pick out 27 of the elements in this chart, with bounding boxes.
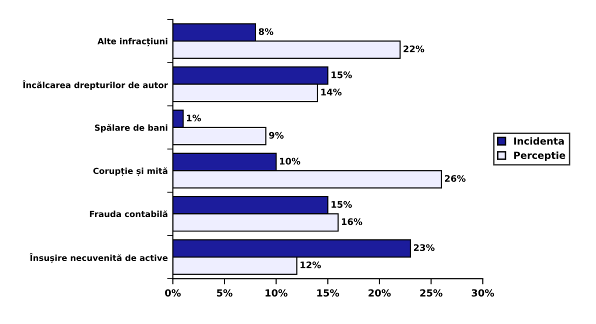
data-label: 26%: [444, 175, 466, 182]
legend-label: Perceptie: [514, 151, 566, 161]
data-label: 15%: [332, 200, 352, 208]
data-label: 15%: [332, 71, 352, 78]
data-label: 9%: [269, 132, 284, 139]
x-tick-label: 25%: [420, 289, 442, 297]
x-tick-label: 10%: [266, 289, 288, 297]
data-label: 1%: [186, 114, 201, 122]
y-tick-label: Spălare de bani: [94, 124, 168, 132]
x-tick-label: 20%: [368, 289, 391, 297]
y-tick-label: Încălcarea drepturilor de autor: [22, 80, 168, 90]
x-tick-label: 30%: [472, 289, 494, 297]
data-label: 23%: [414, 244, 435, 252]
x-tick-label: 15%: [317, 289, 340, 297]
y-tick-label: Însușire necuvenită de active: [30, 253, 168, 263]
x-tick-label: 5%: [216, 289, 232, 297]
data-label: 12%: [300, 261, 321, 268]
data-label: 8%: [258, 28, 274, 36]
legend-label: Incidenta: [514, 137, 564, 145]
data-label: 10%: [280, 158, 300, 165]
y-tick-label: Frauda contabilă: [90, 210, 168, 218]
y-tick-label: Alte infracțiuni: [98, 38, 168, 46]
data-label: 16%: [342, 218, 362, 226]
x-tick-label: 0%: [165, 289, 181, 297]
data-label: 22%: [404, 45, 424, 52]
y-tick-label: Corupție și mită: [93, 167, 168, 176]
data-label: 14%: [321, 88, 342, 96]
